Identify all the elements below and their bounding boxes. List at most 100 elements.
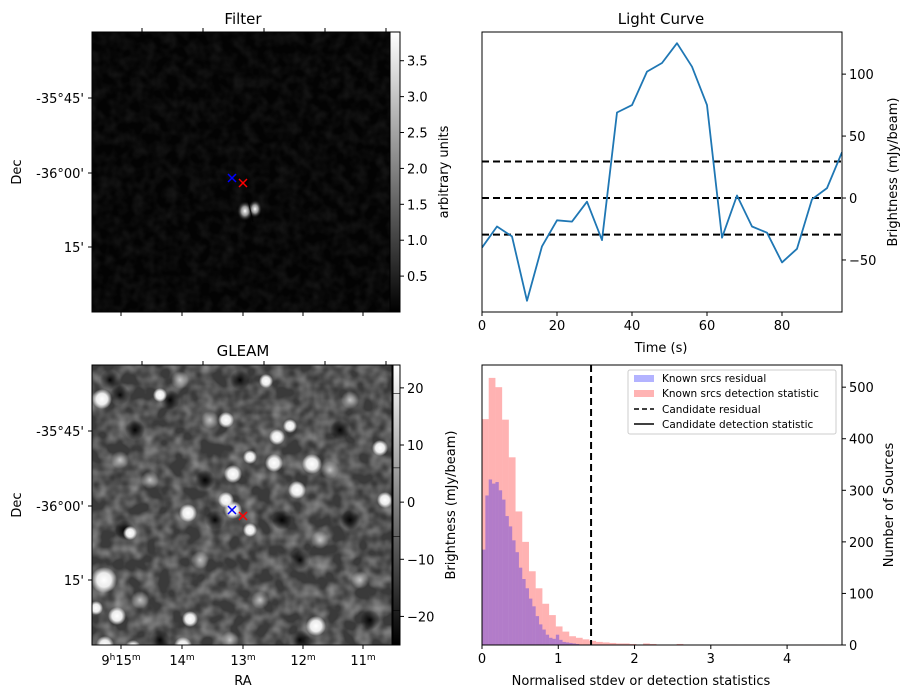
filter-ylabel: Dec <box>10 159 25 184</box>
y-tick-label: 500 <box>849 381 874 396</box>
colorbar-tick-label: −10 <box>407 553 434 568</box>
histogram-bar <box>525 588 529 645</box>
gleam-dark-region <box>205 510 225 530</box>
colorbar-tick-label: 3.0 <box>407 91 428 106</box>
histogram-bar <box>515 552 519 645</box>
histogram-bar <box>539 624 543 645</box>
histogram-bar <box>542 603 550 645</box>
blue-cross-icon <box>227 505 237 515</box>
filter-ytick: -36°00' <box>36 167 84 182</box>
gleam-point-source <box>288 481 306 499</box>
histogram-bar <box>589 640 597 645</box>
gleam-point-source <box>92 601 103 615</box>
gleam-diffuse-emission <box>111 451 129 469</box>
y-tick-label: 200 <box>849 536 874 551</box>
histogram-bar <box>488 377 496 645</box>
filter-colorbar-label: arbitrary units <box>437 125 452 218</box>
filter-ytick: -35°45' <box>36 92 84 107</box>
light-curve-title: Light Curve <box>618 10 704 28</box>
histogram-xlabel: Normalised stdev or detection statistics <box>512 674 771 689</box>
histogram-bar <box>512 540 516 645</box>
light-curve-yticks: −50 0 50 100 <box>842 68 876 269</box>
histogram-bar <box>555 634 560 645</box>
histogram-bar <box>482 549 486 645</box>
gleam-point-source <box>283 419 297 433</box>
histogram-bar <box>482 419 489 645</box>
gleam-point-source <box>108 607 126 625</box>
gleam-diffuse-emission <box>131 591 149 609</box>
histogram-bar <box>508 457 516 645</box>
gleam-image <box>92 365 392 645</box>
filter-colorbar <box>389 31 401 313</box>
colorbar-tick-label: −20 <box>407 610 434 625</box>
gleam-point-source <box>377 492 392 508</box>
filter-image <box>92 32 390 312</box>
gleam-dark-region <box>125 420 145 440</box>
histogram-bar <box>575 643 580 645</box>
y-tick-label: 300 <box>849 484 874 499</box>
cross-stroke <box>227 505 237 515</box>
x-tick-label: 60 <box>699 319 716 334</box>
histogram-bar <box>559 639 563 645</box>
histogram-bar <box>542 629 546 645</box>
filter-top-ticks <box>88 28 387 316</box>
gleam-dark-region <box>290 630 310 645</box>
gleam-point-source <box>372 440 388 456</box>
histogram-bar <box>562 641 566 645</box>
red-cross-icon <box>238 178 248 188</box>
histogram-bar <box>508 526 513 645</box>
gleam-point-source <box>243 450 257 464</box>
gleam-diffuse-emission <box>321 461 339 479</box>
gleam-point-source <box>182 611 198 627</box>
histogram-bar <box>676 643 684 645</box>
gleam-diffuse-emission <box>191 551 209 569</box>
histogram-bar <box>609 642 617 645</box>
x-tick-label: 20 <box>549 319 566 334</box>
gleam-point-source <box>218 412 234 428</box>
filter-markers <box>227 173 248 188</box>
histogram-bar <box>572 643 576 645</box>
histogram-bar <box>535 588 543 645</box>
histogram-bar <box>549 637 553 645</box>
gleam-point-source <box>243 523 257 537</box>
red-cross-icon <box>238 511 248 521</box>
x-tick-label: 12m <box>290 653 315 669</box>
histogram-bar <box>602 642 610 645</box>
gleam-point-source <box>96 636 114 645</box>
colorbar-tick-label: 2.0 <box>407 162 428 177</box>
histogram-bar <box>502 419 509 645</box>
legend-label: Candidate residual <box>662 404 761 416</box>
legend-box <box>627 369 837 435</box>
x-tick-label: 80 <box>774 319 791 334</box>
histogram-bar <box>562 631 570 645</box>
light-curve-xticks: 0 20 40 60 80 <box>478 312 790 334</box>
y-tick-label: 0 <box>849 192 857 207</box>
gleam-xticks: 9h15m 14m 13m 12m 11m <box>101 653 375 669</box>
filter-ytick: 15' <box>64 241 84 256</box>
histogram-bar <box>555 626 563 645</box>
gleam-point-source <box>153 388 167 402</box>
gleam-dark-region <box>230 370 250 390</box>
histogram-bar <box>582 639 590 645</box>
histogram-ylabel: Number of Sources <box>882 443 897 568</box>
histogram-bar <box>498 490 503 645</box>
gleam-point-source <box>224 465 242 483</box>
colorbar-tick-label: 1.0 <box>407 234 428 249</box>
legend-swatch-detection <box>634 390 654 397</box>
gleam-point-source <box>125 640 141 645</box>
gleam-colorbar-label: Brightness (mJy/beam) <box>444 431 459 580</box>
light-curve-frame <box>481 31 843 313</box>
histogram-legend: Known srcs residual Known srcs detection… <box>627 369 837 435</box>
light-curve-threshold-lines <box>482 160 842 236</box>
histogram-bar <box>532 606 536 645</box>
gleam-dark-region <box>150 630 170 645</box>
colorbar-tick-label: 0 <box>407 496 415 511</box>
cross-stroke <box>238 511 248 521</box>
gleam-dark-region <box>330 420 350 440</box>
histogram-bar <box>522 541 529 645</box>
histogram-bar <box>492 483 496 645</box>
gleam-dark-region <box>360 610 380 630</box>
histogram-bar <box>495 387 503 645</box>
legend-label: Known srcs detection statistic <box>662 388 819 400</box>
x-tick-label: 9h15m <box>101 653 140 669</box>
